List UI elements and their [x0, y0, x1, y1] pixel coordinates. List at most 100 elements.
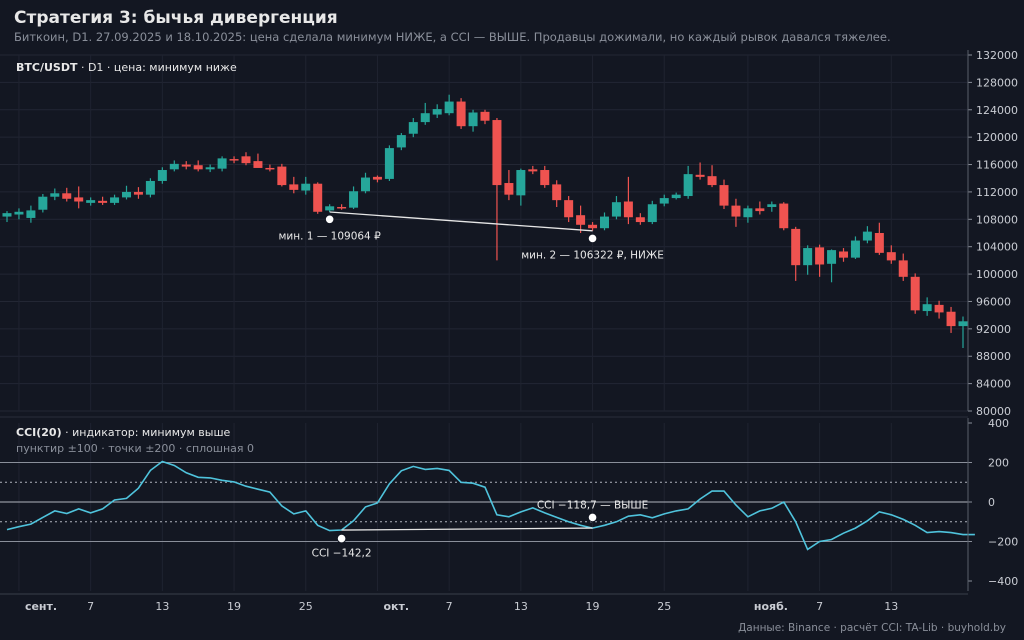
candle [946, 306, 956, 333]
candle-body [922, 304, 932, 312]
candle-body [743, 208, 753, 218]
candle-body [14, 211, 24, 215]
candle-body [671, 194, 681, 199]
candle-body [946, 311, 956, 327]
candle-body [396, 135, 406, 148]
candle [372, 175, 382, 183]
candle-body [122, 191, 131, 198]
candle [827, 249, 837, 283]
candle [14, 208, 24, 220]
candle-body [2, 213, 12, 217]
candle-body [635, 217, 645, 223]
candle [241, 152, 251, 166]
candle-body [325, 206, 335, 211]
x-tick-label: 19 [227, 600, 241, 613]
candle-body [253, 161, 263, 168]
candle-body [695, 174, 705, 177]
price-min-marker [587, 233, 598, 244]
candle [74, 186, 84, 209]
candle [492, 117, 502, 261]
candle-body [719, 185, 729, 206]
candle-body [791, 228, 801, 266]
candle-body [683, 174, 693, 197]
candle [815, 244, 825, 277]
candle [743, 205, 753, 223]
cci-series-line [6, 460, 975, 551]
candle-body [647, 204, 657, 223]
candle-body [588, 224, 598, 229]
candle-body [38, 196, 48, 210]
candle-body [349, 191, 359, 208]
candle [731, 198, 741, 227]
candle-body [540, 170, 550, 186]
price-ytick-label: 128000 [976, 76, 1018, 89]
x-tick-label: 7 [87, 600, 94, 613]
candle [898, 253, 908, 281]
cci-panel-label-rest: · индикатор: минимум выше [62, 426, 231, 439]
candle [217, 156, 227, 172]
x-tick-label: окт. [383, 600, 409, 613]
candle [229, 156, 239, 164]
cci-y-axis: 400 200 0 −200 −400 [967, 417, 1018, 591]
candle-body [217, 158, 227, 169]
candle-body [755, 208, 765, 212]
candle [588, 222, 598, 231]
candle [193, 160, 203, 172]
candle [480, 109, 490, 125]
candle-body [86, 200, 96, 203]
price-min-marker [324, 214, 335, 225]
candle-body [839, 251, 848, 258]
candle [874, 222, 884, 255]
candle [2, 211, 12, 223]
candle-body [420, 113, 430, 123]
candle-body [492, 120, 502, 186]
cci-min-marker [587, 512, 598, 523]
cci-markers: CCI −142,2 CCI −118,7 — ВЫШЕ [312, 499, 649, 559]
candle [98, 196, 108, 205]
candle [934, 300, 944, 319]
candle [361, 172, 370, 194]
candle [850, 236, 860, 260]
candle [110, 194, 120, 205]
candle [432, 104, 442, 118]
chart-footer: Данные: Binance · расчёт CCI: TA-Lib · b… [738, 622, 1006, 634]
candle-body [444, 101, 454, 114]
candle [468, 109, 478, 132]
candle-body [26, 210, 36, 218]
candle [719, 179, 729, 210]
candle-body [862, 231, 872, 241]
price-ytick-label: 88000 [976, 350, 1011, 363]
candle-body [528, 169, 538, 172]
candle [635, 213, 645, 225]
price-ytick-label: 112000 [976, 186, 1018, 199]
candle [755, 201, 765, 215]
candle [408, 117, 418, 138]
price-ytick-label: 104000 [976, 241, 1018, 254]
x-tick-label: 25 [657, 600, 671, 613]
candle-body [731, 205, 741, 217]
x-tick-label: сент. [25, 600, 57, 613]
cci-min-label: CCI −118,7 — ВЫШЕ [537, 499, 648, 511]
candle-body [301, 183, 311, 191]
candle [659, 194, 669, 207]
cci-panel-label: CCI(20) · индикатор: минимум выше [16, 426, 231, 439]
candle [695, 162, 705, 180]
cci-divergence-line [341, 527, 593, 531]
candle [122, 185, 131, 200]
candle-body [910, 276, 920, 311]
candle-body [552, 184, 562, 201]
candle-body [779, 203, 789, 229]
candle-body [874, 233, 884, 253]
candle-body [361, 177, 370, 192]
candle-body [958, 321, 968, 327]
candle-body [516, 170, 526, 196]
candle [337, 204, 347, 210]
candle-body [337, 206, 347, 209]
cci-ytick-label: −400 [988, 575, 1018, 588]
price-ytick-label: 84000 [976, 378, 1011, 391]
candle-body [623, 201, 633, 218]
candle-body [289, 184, 299, 190]
candle [886, 245, 896, 264]
candle [205, 164, 215, 173]
candle-body [767, 204, 777, 207]
